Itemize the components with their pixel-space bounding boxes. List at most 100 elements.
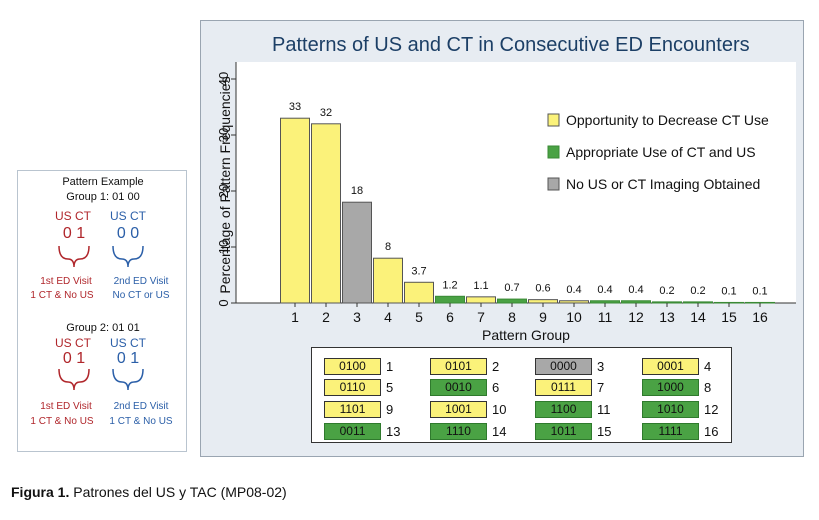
brace-group2-right xyxy=(112,368,144,391)
bar-value-label: 0.4 xyxy=(597,284,612,296)
group1-visit2-line1: 2nd ED Visit xyxy=(113,276,169,287)
pattern-number: 11 xyxy=(597,402,611,417)
y-tick-label: 20 xyxy=(216,184,231,198)
x-tick-label: 13 xyxy=(659,309,675,325)
legend-swatch-yellow xyxy=(547,113,560,127)
pattern-number: 8 xyxy=(704,380,712,395)
group1-us-ct-right: US CT xyxy=(110,209,146,223)
bar-pattern-13 xyxy=(652,301,682,304)
pattern-number: 9 xyxy=(386,402,394,417)
pattern-key-entry: 1001 10 xyxy=(430,401,542,418)
bar-value-label: 1.2 xyxy=(442,279,457,291)
x-tick-label: 1 xyxy=(291,309,299,325)
group2-visit1-line2: 1 CT & No US xyxy=(30,416,94,427)
pattern-key-entry: 0100 1 xyxy=(324,358,436,375)
pattern-code: 1001 xyxy=(430,401,487,418)
bar-value-label: 1.1 xyxy=(473,280,488,292)
x-tick-label: 15 xyxy=(721,309,737,325)
pattern-number: 16 xyxy=(704,424,719,439)
bar-pattern-2 xyxy=(311,123,341,304)
bar-pattern-15 xyxy=(714,301,744,304)
bar-value-label: 32 xyxy=(320,107,332,119)
pattern-key-entry: 1000 8 xyxy=(642,379,754,396)
bar-pattern-4 xyxy=(373,257,403,304)
x-tick-label: 5 xyxy=(415,309,423,325)
x-tick-label: 6 xyxy=(446,309,454,325)
group2-visit2-line1: 2nd ED Visit xyxy=(113,401,169,412)
bar-value-label: 8 xyxy=(385,241,391,253)
bar-pattern-11 xyxy=(590,300,620,304)
pattern-key-entry: 1111 16 xyxy=(642,423,754,440)
group1-digits-left: 0 1 xyxy=(62,225,86,242)
group1-visit1-line2: 1 CT & No US xyxy=(30,290,94,301)
x-tick-label: 14 xyxy=(690,309,706,325)
x-axis-label: Pattern Group xyxy=(482,327,570,343)
group1-label: Group 1: 01 00 xyxy=(66,191,140,203)
figure-caption: Figura 1. Patrones del US y TAC (MP08-02… xyxy=(11,484,287,500)
pattern-code: 1010 xyxy=(642,401,699,418)
y-tick-label: 30 xyxy=(216,128,231,142)
pattern-key-entry: 1011 15 xyxy=(535,423,647,440)
pattern-number: 15 xyxy=(597,424,612,439)
group1-visit2-line2: No CT or US xyxy=(112,290,170,301)
pattern-code: 0110 xyxy=(324,379,381,396)
pattern-number: 6 xyxy=(492,380,500,395)
brace-group1-left xyxy=(58,245,90,268)
group1-visit1-line1: 1st ED Visit xyxy=(40,276,92,287)
pattern-key-entry: 0110 5 xyxy=(324,379,436,396)
bar-pattern-3 xyxy=(342,201,372,304)
pattern-key-entry: 0101 2 xyxy=(430,358,542,375)
bar-value-label: 0.2 xyxy=(659,285,674,297)
pattern-code: 0111 xyxy=(535,379,592,396)
pattern-number: 14 xyxy=(492,424,507,439)
bar-pattern-1 xyxy=(280,117,310,304)
pattern-number: 12 xyxy=(704,402,719,417)
pattern-number: 10 xyxy=(492,402,507,417)
bar-value-label: 33 xyxy=(289,101,301,113)
pattern-key-entry: 1010 12 xyxy=(642,401,754,418)
x-tick-label: 7 xyxy=(477,309,485,325)
bar-pattern-8 xyxy=(497,298,527,304)
group2-digits-right: 0 1 xyxy=(116,350,140,367)
x-tick-label: 2 xyxy=(322,309,330,325)
x-tick-label: 12 xyxy=(628,309,644,325)
bar-value-label: 0.1 xyxy=(721,285,736,297)
pattern-key-entry: 1100 11 xyxy=(535,401,647,418)
bar-value-label: 0.6 xyxy=(535,283,550,295)
bar-value-label: 0.1 xyxy=(752,285,767,297)
bar-pattern-10 xyxy=(559,300,589,304)
pattern-key-table: 0100 1 0101 2 0000 3 0001 4 0110 5 0010 6 0111 7 1000 8… xyxy=(311,347,732,443)
x-tick-label: 3 xyxy=(353,309,361,325)
group2-us-ct-left: US CT xyxy=(55,336,91,350)
legend-swatch-green xyxy=(547,145,560,159)
caption-text: Patrones del US y TAC (MP08-02) xyxy=(73,484,287,500)
bar-value-label: 3.7 xyxy=(411,265,426,277)
legend-label: Opportunity to Decrease CT Use xyxy=(566,112,769,128)
pattern-key-entry: 0001 4 xyxy=(642,358,754,375)
example-title: Pattern Example xyxy=(62,176,144,188)
pattern-code: 1110 xyxy=(430,423,487,440)
legend-swatch-gray xyxy=(547,177,560,191)
group2-label: Group 2: 01 01 xyxy=(66,322,140,334)
x-tick-label: 10 xyxy=(566,309,582,325)
pattern-number: 13 xyxy=(386,424,401,439)
legend-label: Appropriate Use of CT and US xyxy=(566,144,756,160)
pattern-code: 1100 xyxy=(535,401,592,418)
group1-digits-right: 0 0 xyxy=(116,225,140,242)
x-tick-label: 8 xyxy=(508,309,516,325)
pattern-code: 0001 xyxy=(642,358,699,375)
y-tick-label: 10 xyxy=(216,240,231,254)
bar-value-label: 0.7 xyxy=(504,282,519,294)
pattern-key-entry: 0011 13 xyxy=(324,423,436,440)
group2-digits-left: 0 1 xyxy=(62,350,86,367)
brace-group2-left xyxy=(58,368,90,391)
bar-pattern-7 xyxy=(466,296,496,304)
pattern-number: 7 xyxy=(597,380,605,395)
example-braces xyxy=(58,245,144,391)
x-tick-label: 16 xyxy=(752,309,768,325)
group2-us-ct-right: US CT xyxy=(110,336,146,350)
bar-value-label: 0.4 xyxy=(628,284,643,296)
chart-title: Patterns of US and CT in Consecutive ED … xyxy=(272,34,750,56)
pattern-code: 1111 xyxy=(642,423,699,440)
pattern-key-entry: 1101 9 xyxy=(324,401,436,418)
